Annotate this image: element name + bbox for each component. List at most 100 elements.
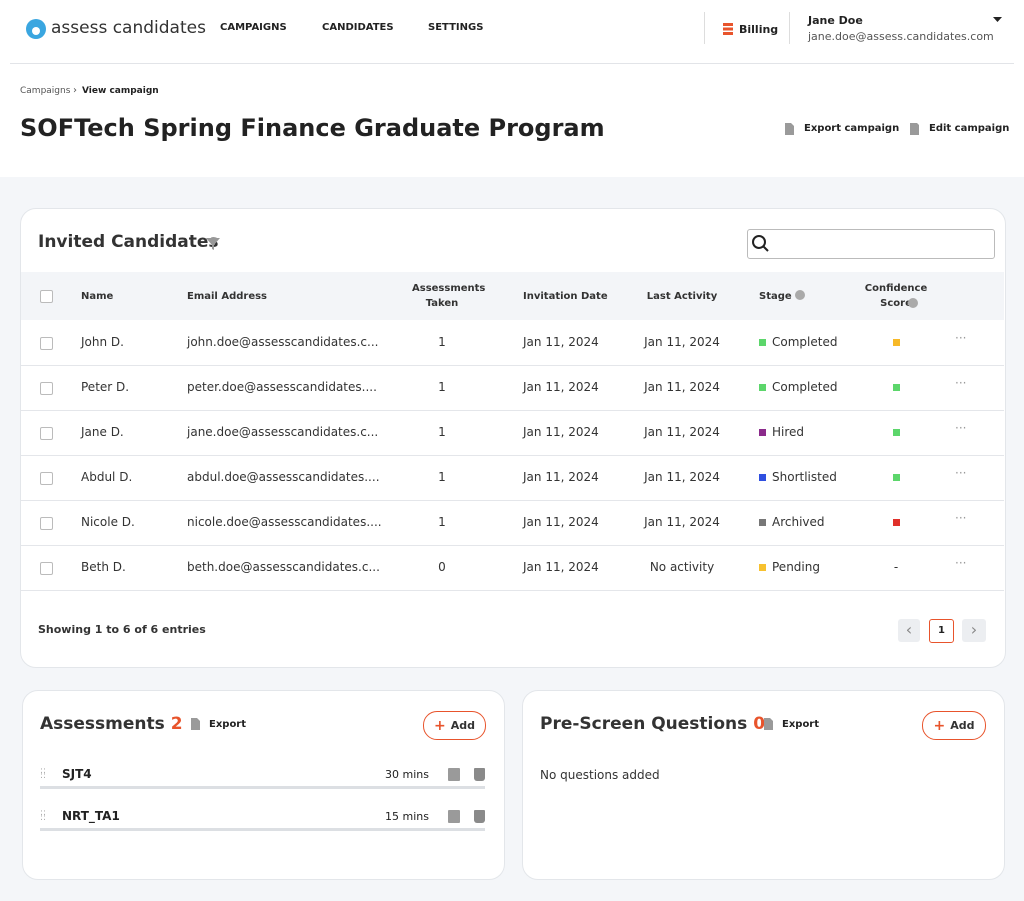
card-title: Invited Candidates [38,232,219,252]
row-checkbox[interactable] [40,382,53,395]
billing-icon [723,23,733,35]
export-icon [764,718,773,730]
assessment-duration: 30 mins [385,768,429,781]
cell-assessments: 1 [438,425,446,439]
row-divider [21,590,1004,591]
cell-name: Peter D. [81,380,130,394]
nav-link[interactable]: CAMPAIGNS [220,22,287,33]
row-checkbox[interactable] [40,562,53,575]
edit-icon [910,123,919,135]
row-menu[interactable]: ··· [955,376,967,390]
card-title: Assessments 2 [40,714,183,734]
confidence-dot [893,519,900,526]
column-header: Assessments Taken [412,283,486,309]
drag-handle[interactable]: :: :: [40,808,47,823]
row-menu[interactable]: ··· [955,331,967,345]
drag-handle[interactable]: :: :: [40,766,47,781]
cell-stage: Completed [772,380,838,394]
export-icon [191,718,200,730]
cell-email: peter.doe@assesscandidates.... [187,380,377,394]
row-divider [21,500,1004,501]
cell-invited: Jan 11, 2024 [523,380,599,394]
cell-assessments: 1 [438,470,446,484]
cell-confidence: - [893,560,899,574]
row-menu[interactable]: ··· [955,556,967,570]
select-all-checkbox[interactable] [40,290,53,303]
cell-email: abdul.doe@assesscandidates.... [187,470,380,484]
next-page[interactable]: › [962,619,986,642]
page-title: SOFTech Spring Finance Graduate Program [20,114,605,142]
export-campaign-button[interactable]: Export campaign [804,123,900,134]
cell-last-activity: Jan 11, 2024 [644,380,720,394]
confidence-dot [893,339,900,346]
add-label: Add [950,719,975,732]
delete-icon[interactable] [474,768,485,781]
add-button[interactable]: + Add [423,711,486,740]
column-header: Email Address [187,291,268,302]
cell-assessments: 1 [438,335,446,349]
cell-assessments: 0 [438,560,446,574]
cell-last-activity: Jan 11, 2024 [644,515,720,529]
assessment-duration: 15 mins [385,810,429,823]
column-header: Name [81,291,114,302]
row-divider [21,365,1004,366]
user-name[interactable]: Jane Doe [808,14,863,27]
cell-email: nicole.doe@assesscandidates.... [187,515,382,529]
column-header: Last Activity [646,291,718,302]
cell-name: John D. [81,335,124,349]
confidence-dot [893,384,900,391]
prescreen-count: 0 [753,714,766,734]
nav-link[interactable]: SETTINGS [428,22,484,33]
user-caret[interactable] [993,17,1002,23]
nav-link[interactable]: CANDIDATES [322,22,394,33]
cell-assessments: 1 [438,515,446,529]
billing-link[interactable]: Billing [739,23,779,36]
cell-last-activity: Jan 11, 2024 [644,425,720,439]
separator [704,12,705,44]
top-area [0,0,1024,177]
breadcrumb-separator: › [73,85,77,96]
page-number[interactable]: 1 [929,619,954,643]
header-divider [10,63,1014,64]
stage-dot [759,519,766,526]
logo-text[interactable]: assess candidates [51,18,206,38]
prev-page[interactable]: ‹ [898,619,920,642]
cell-name: Jane D. [81,425,124,439]
row-checkbox[interactable] [40,517,53,530]
cell-name: Nicole D. [81,515,135,529]
logo-icon [26,19,46,39]
cell-name: Abdul D. [81,470,133,484]
search-input[interactable] [747,229,995,259]
row-checkbox[interactable] [40,472,53,485]
breadcrumb-link[interactable]: Campaigns [20,86,71,96]
delete-icon[interactable] [474,810,485,823]
row-menu[interactable]: ··· [955,421,967,435]
stage-dot [759,564,766,571]
filter-icon[interactable] [206,238,220,250]
row-menu[interactable]: ··· [955,466,967,480]
edit-icon[interactable] [448,810,460,823]
edit-icon[interactable] [448,768,460,781]
assessments-title: Assessments [40,714,165,734]
cell-invited: Jan 11, 2024 [523,515,599,529]
cell-email: john.doe@assesscandidates.c... [187,335,379,349]
assessment-name: NRT_TA1 [62,809,120,823]
row-checkbox[interactable] [40,427,53,440]
item-underline [40,786,485,789]
confidence-dot [893,429,900,436]
row-menu[interactable]: ··· [955,511,967,525]
export-button[interactable]: Export [782,719,820,730]
row-divider [21,410,1004,411]
cell-last-activity: Jan 11, 2024 [644,335,720,349]
add-button[interactable]: + Add [922,711,986,740]
row-checkbox[interactable] [40,337,53,350]
confidence-dot [893,474,900,481]
export-icon [785,123,794,135]
edit-campaign-button[interactable]: Edit campaign [929,123,1010,134]
cell-assessments: 1 [438,380,446,394]
info-icon [795,290,805,300]
cell-stage: Shortlisted [772,470,837,484]
add-label: Add [450,719,475,732]
export-button[interactable]: Export [209,719,247,730]
